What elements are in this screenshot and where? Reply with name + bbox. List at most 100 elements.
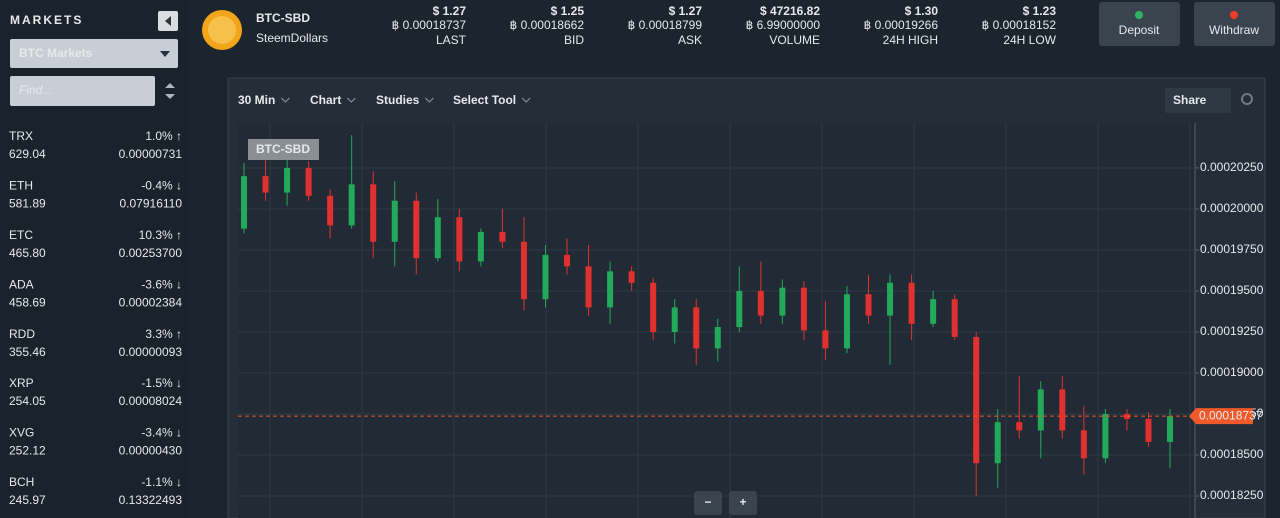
stat-usd: $ 1.27 [433, 4, 467, 18]
header-button[interactable] [1194, 2, 1275, 46]
pair-title: BTC-SBD [256, 11, 310, 25]
stat-label: BID [564, 33, 584, 47]
candle-body [370, 184, 377, 242]
plot-area [238, 123, 1195, 518]
market-symbol: BCH [9, 475, 34, 489]
button-icon [1230, 11, 1238, 19]
dropdown-arrow [160, 51, 170, 57]
toolbar-item[interactable]: 30 Min [238, 93, 275, 107]
candle-body [520, 241, 527, 300]
sort-icon[interactable] [165, 83, 175, 99]
stat-label: ASK [678, 33, 702, 47]
candle-body [628, 271, 635, 283]
stat-btc: ฿ 0.00019266 [864, 18, 939, 32]
market-price: 0.00000731 [119, 147, 183, 161]
share-button[interactable] [1165, 88, 1231, 113]
candle-body [585, 266, 592, 308]
search-input[interactable] [10, 76, 155, 106]
candle-body [1145, 418, 1152, 442]
button-label: Withdraw [1209, 23, 1259, 37]
candle-body [241, 176, 247, 229]
market-volume: 254.05 [9, 394, 46, 408]
toolbar-caret [424, 97, 434, 103]
zoom-label: + [739, 495, 746, 509]
toolbar-item[interactable]: Studies [376, 93, 420, 107]
candle-body [499, 231, 506, 242]
toolbar-item[interactable]: Chart [310, 93, 341, 107]
market-change: 10.3% ↑ [139, 228, 182, 242]
candle-body [348, 184, 355, 226]
zoom-button[interactable] [729, 491, 757, 515]
toolbar-item[interactable]: Select Tool [453, 93, 516, 107]
market-price: 0.00002384 [119, 295, 183, 309]
candle-body [779, 287, 786, 316]
y-tick-label: 0.00020000 [1200, 201, 1264, 215]
candle-body [1102, 414, 1109, 459]
stat-btc: ฿ 6.99000000 [746, 18, 821, 32]
candle-body [994, 422, 1001, 464]
stat-label: VOLUME [769, 33, 820, 47]
settings-icon[interactable] [1241, 93, 1253, 105]
candle-body [434, 217, 441, 259]
y-tick-label: 0.00019500 [1200, 283, 1264, 297]
stat-btc: ฿ 0.00018799 [628, 18, 703, 32]
symbol-badge [248, 139, 319, 160]
candle-body [1123, 414, 1130, 419]
candle-body [413, 200, 420, 259]
toolbar-caret [346, 97, 356, 103]
collapse-icon [165, 16, 171, 26]
stat-usd: $ 1.30 [905, 4, 939, 18]
y-tick-label: 0.00019750 [1200, 242, 1264, 256]
stat-usd: $ 1.27 [669, 4, 703, 18]
header-button[interactable] [1099, 2, 1180, 46]
market-volume: 245.97 [9, 493, 46, 507]
candle-body [391, 200, 398, 242]
zoom-label: − [704, 495, 711, 509]
candle-body [930, 299, 937, 324]
y-tick-label: 0.00019000 [1200, 365, 1264, 379]
market-change: 3.3% ↑ [145, 327, 182, 341]
candle-body [693, 307, 700, 349]
market-symbol: TRX [9, 129, 33, 143]
market-change: -3.4% ↓ [141, 426, 182, 440]
candle-body [1016, 422, 1023, 431]
market-volume: 355.46 [9, 345, 46, 359]
candle-body [865, 294, 872, 316]
market-dropdown[interactable] [10, 39, 178, 68]
stat-usd: $ 1.25 [551, 4, 585, 18]
candle-body [305, 167, 312, 196]
candle-body [1080, 430, 1087, 459]
stat-btc: ฿ 0.00018737 [392, 18, 467, 32]
candle-body [736, 290, 743, 328]
candle-body [714, 327, 721, 349]
stat-label: LAST [436, 33, 467, 47]
market-symbol: RDD [9, 327, 35, 341]
header-buttons: Deposit Withdraw [1099, 2, 1275, 46]
candle-body [757, 290, 764, 316]
market-volume: 252.12 [9, 444, 46, 458]
button-label: Deposit [1119, 23, 1160, 37]
candle-body [650, 282, 657, 332]
market-volume: 629.04 [9, 147, 46, 161]
zoom-button[interactable] [694, 491, 722, 515]
last-price-label: 0.00018737 [1199, 408, 1263, 422]
symbol-badge-label: BTC-SBD [256, 142, 310, 156]
market-symbol: ETH [9, 179, 33, 193]
button-icon [1135, 11, 1143, 19]
toolbar-caret [280, 97, 290, 103]
market-symbol: XVG [9, 426, 34, 440]
sidebar-title: MARKETS [10, 13, 83, 27]
market-price: 0.00000093 [119, 345, 183, 359]
market-change: -0.4% ↓ [141, 179, 182, 193]
market-volume: 465.80 [9, 246, 46, 260]
chart-toolbar: 30 Min Chart Studies Select Tool Share [238, 88, 1253, 113]
candle-body [564, 254, 571, 267]
market-price: 0.00008024 [119, 394, 183, 408]
market-price: 0.00253700 [119, 246, 183, 260]
stat-btc: ฿ 0.00018662 [510, 18, 585, 32]
dropdown-label: BTC Markets [19, 46, 93, 60]
candle-body [477, 231, 484, 262]
market-symbol: XRP [9, 376, 34, 390]
